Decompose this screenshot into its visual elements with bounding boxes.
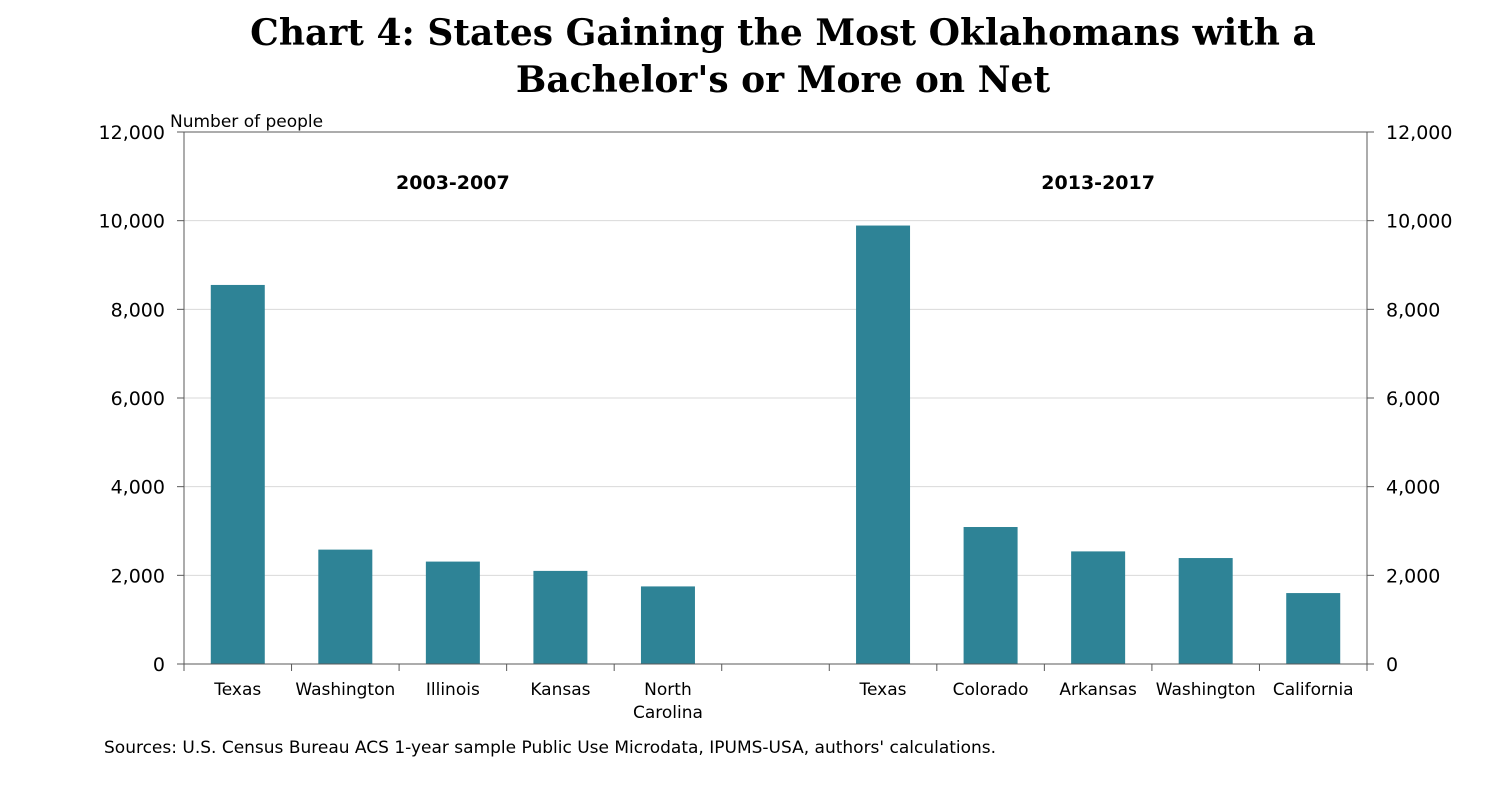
bar [533,570,588,664]
category-label-line: California [1273,680,1354,700]
bar [425,561,480,664]
y-tick-label-left: 10,000 [99,211,165,233]
category-label-line: Texas [859,680,907,700]
category-label: Washington [295,680,395,700]
bar [1071,551,1126,664]
chart-title: Chart 4: States Gaining the Most Oklahom… [0,10,1506,104]
bar [1286,593,1341,664]
y-tick-label-right: 6,000 [1386,388,1440,410]
category-label-line: Kansas [530,680,590,700]
category-label: Washington [1156,680,1256,700]
y-tick-label-right: 8,000 [1386,299,1440,321]
category-label: Colorado [953,680,1029,700]
y-tick-label-left: 8,000 [111,299,165,321]
y-tick-label-right: 4,000 [1386,477,1440,499]
bars [210,225,1341,664]
y-tick-label-right: 0 [1386,654,1398,676]
y-tick-label-right: 12,000 [1386,122,1452,144]
period-label: 2013-2017 [1041,172,1155,194]
labels: 0 0 2,000 2,000 4,000 4,000 6,000 6,000 8,000 8,0… [99,112,1453,723]
category-label-line: Washington [1156,680,1256,700]
period-label: 2003-2007 [396,172,510,194]
y-axis-label: Number of people [170,112,323,132]
bar [1178,558,1233,664]
source-note: Sources: U.S. Census Bureau ACS 1-year s… [104,738,997,758]
bar [856,225,911,664]
y-tick-label-left: 4,000 [111,477,165,499]
bar [640,586,695,664]
chart-title-line-1: Chart 4: States Gaining the Most Oklahom… [250,12,1316,54]
category-label: Kansas [530,680,590,700]
y-tick-label-left: 12,000 [99,122,165,144]
y-tick-label-left: 2,000 [111,565,165,587]
chart-title-line-2: Bachelor's or More on Net [515,59,1051,101]
category-label: Arkansas [1059,680,1137,700]
y-tick-label-left: 0 [153,654,165,676]
bar [963,527,1018,664]
category-label-line: Colorado [953,680,1029,700]
category-label-line: Washington [295,680,395,700]
bar [210,284,265,664]
category-label: Texas [213,680,261,700]
category-label-line: North [644,680,692,700]
category-label-line: Carolina [633,703,703,723]
category-label: Texas [859,680,907,700]
y-tick-label-left: 6,000 [111,388,165,410]
category-label-line: Texas [213,680,261,700]
category-label: California [1273,680,1354,700]
y-tick-label-right: 10,000 [1386,211,1452,233]
y-tick-label-right: 2,000 [1386,565,1440,587]
gridlines [184,131,1367,576]
axes [177,131,1374,671]
category-label: North Carolina [633,680,703,723]
category-label-line: Illinois [426,680,480,700]
category-label: Illinois [426,680,480,700]
bar [318,549,373,664]
category-label-line: Arkansas [1059,680,1137,700]
